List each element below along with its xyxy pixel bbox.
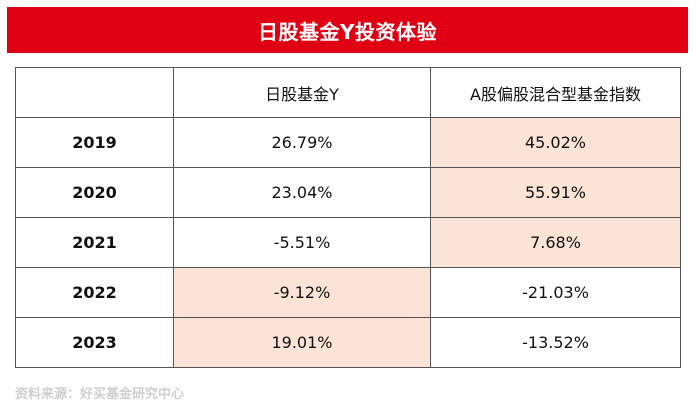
- year-cell: 2021: [15, 217, 174, 268]
- index-return-cell: 55.91%: [430, 167, 681, 218]
- fund-return-cell: 26.79%: [173, 117, 431, 168]
- table-row: 2022 -9.12% -21.03%: [15, 267, 681, 318]
- index-return-cell: -21.03%: [430, 267, 681, 318]
- year-cell: 2019: [15, 117, 174, 168]
- table-row: 2019 26.79% 45.02%: [15, 117, 681, 168]
- fund-return-cell: 19.01%: [173, 317, 431, 368]
- table-header-row: 日股基金Y A股偏股混合型基金指数: [15, 67, 681, 118]
- header-cell-fund: 日股基金Y: [173, 67, 431, 118]
- table-row: 2020 23.04% 55.91%: [15, 167, 681, 218]
- header-cell-index: A股偏股混合型基金指数: [430, 67, 681, 118]
- table-row: 2023 19.01% -13.52%: [15, 317, 681, 368]
- index-return-cell: 45.02%: [430, 117, 681, 168]
- table-row: 2021 -5.51% 7.68%: [15, 217, 681, 268]
- fund-return-cell: 23.04%: [173, 167, 431, 218]
- index-return-cell: 7.68%: [430, 217, 681, 268]
- year-cell: 2020: [15, 167, 174, 218]
- index-return-cell: -13.52%: [430, 317, 681, 368]
- fund-return-cell: -9.12%: [173, 267, 431, 318]
- year-cell: 2023: [15, 317, 174, 368]
- performance-table: 日股基金Y A股偏股混合型基金指数 2019 26.79% 45.02% 202…: [15, 67, 681, 368]
- header-cell-empty: [15, 67, 174, 118]
- source-note: 资料来源：好买基金研究中心: [15, 387, 185, 402]
- fund-return-cell: -5.51%: [173, 217, 431, 268]
- year-cell: 2022: [15, 267, 174, 318]
- page-title: 日股基金Y投资体验: [7, 7, 688, 53]
